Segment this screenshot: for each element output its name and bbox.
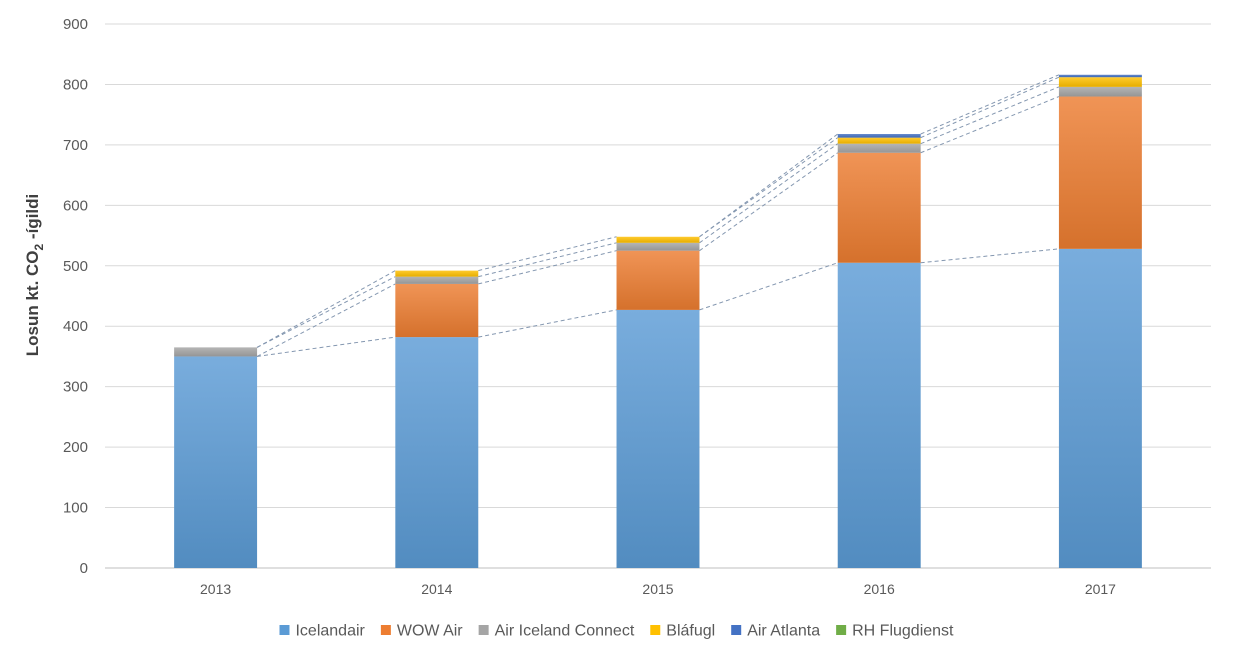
y-tick-label-500: 500 xyxy=(63,258,88,275)
x-tick-label-2014: 2014 xyxy=(421,581,452,597)
bar-2016-icelandair xyxy=(837,262,921,568)
y-tick-label-300: 300 xyxy=(63,379,88,396)
connector-line xyxy=(920,248,1059,264)
y-tick-label-100: 100 xyxy=(63,500,88,517)
bar-2016-bl-fugl xyxy=(837,137,921,144)
x-tick-label-2013: 2013 xyxy=(200,581,231,597)
legend-label: Icelandair xyxy=(295,623,365,640)
bar-2013-icelandair xyxy=(174,356,258,568)
connector-line xyxy=(920,76,1060,139)
connector-line xyxy=(699,133,839,238)
connector-line xyxy=(256,270,396,348)
bar-2017-air-iceland-connect xyxy=(1058,86,1142,97)
connector-line xyxy=(256,283,396,357)
legend-item-icelandair: Icelandair xyxy=(279,623,366,640)
x-tick-label-2015: 2015 xyxy=(642,581,673,597)
bar-2014-air-iceland-connect xyxy=(395,276,479,284)
legend-item-rh-flugdienst: RH Flugdienst xyxy=(836,623,954,640)
legend-swatch xyxy=(731,625,742,635)
connector-lines xyxy=(256,74,1060,357)
y-axis-title-subscript: 2 xyxy=(32,243,46,250)
connector-line xyxy=(699,143,839,244)
legend-swatch xyxy=(836,625,847,635)
connector-line xyxy=(257,336,396,357)
legend-item-wow-air: WOW Air xyxy=(380,623,463,640)
legend-label: WOW Air xyxy=(397,623,463,640)
legend-swatch xyxy=(279,625,290,635)
bar-2016-wow-air xyxy=(837,152,921,263)
legend-swatch xyxy=(380,625,391,635)
legend-swatch xyxy=(650,625,661,635)
bar-2017-air-atlanta xyxy=(1058,74,1142,78)
y-axis: 0 100 200 300 400 500 600 700 800 900 xyxy=(63,16,88,577)
bar-2017-bl-fugl xyxy=(1058,77,1142,87)
bar-2016-air-iceland-connect xyxy=(837,143,921,153)
connector-line xyxy=(478,309,617,338)
legend-item-air-iceland-connect: Air Iceland Connect xyxy=(478,623,635,640)
bar-2016-air-atlanta xyxy=(837,134,921,138)
bar-2015-air-iceland-connect xyxy=(616,242,700,251)
legend-label: Air Atlanta xyxy=(747,623,820,640)
connector-line xyxy=(256,276,396,348)
y-tick-label-200: 200 xyxy=(63,439,88,456)
legend-label: Bláfugl xyxy=(666,623,715,640)
y-tick-label-400: 400 xyxy=(63,318,88,335)
bar-2013-air-iceland-connect xyxy=(174,347,258,357)
connector-line xyxy=(920,96,1060,154)
connector-line xyxy=(699,137,839,238)
x-tick-label-2016: 2016 xyxy=(864,581,895,597)
bar-2017-wow-air xyxy=(1058,96,1142,249)
legend-label: RH Flugdienst xyxy=(852,623,954,640)
x-axis: 2013 2014 2015 2016 2017 xyxy=(200,581,1116,597)
y-tick-label-700: 700 xyxy=(63,137,88,154)
bar-2017-icelandair xyxy=(1058,248,1142,568)
y-tick-label-600: 600 xyxy=(63,197,88,214)
legend-label: Air Iceland Connect xyxy=(495,623,635,640)
legend-swatch xyxy=(478,625,489,635)
y-tick-label-900: 900 xyxy=(63,16,88,33)
legend-item-bl-fugl: Bláfugl xyxy=(650,623,715,640)
bars xyxy=(174,74,1142,568)
connector-line xyxy=(699,262,838,311)
legend: Icelandair WOW Air Air Iceland Connect Bláf… xyxy=(279,623,954,640)
y-tick-label-0: 0 xyxy=(80,560,88,577)
connector-line xyxy=(478,242,617,278)
bar-2014-bl-fugl xyxy=(395,270,479,277)
bar-2014-wow-air xyxy=(395,283,479,338)
connector-line xyxy=(699,152,839,252)
connector-line xyxy=(478,250,617,285)
bar-2014-icelandair xyxy=(395,337,479,568)
connector-line xyxy=(920,74,1060,135)
y-tick-label-800: 800 xyxy=(63,76,88,93)
connector-line xyxy=(920,86,1060,145)
bar-2015-icelandair xyxy=(616,309,700,568)
y-axis-title: Losun kt. CO2 -ígildi xyxy=(23,194,46,357)
y-axis-title-tail: -ígildi xyxy=(23,194,42,244)
x-tick-label-2017: 2017 xyxy=(1085,581,1116,597)
bar-2015-wow-air xyxy=(616,250,700,310)
legend-item-air-atlanta: Air Atlanta xyxy=(731,623,820,640)
connector-line xyxy=(478,236,617,272)
y-axis-title-main: Losun kt. CO xyxy=(23,250,42,356)
bar-2015-bl-fugl xyxy=(616,236,700,243)
